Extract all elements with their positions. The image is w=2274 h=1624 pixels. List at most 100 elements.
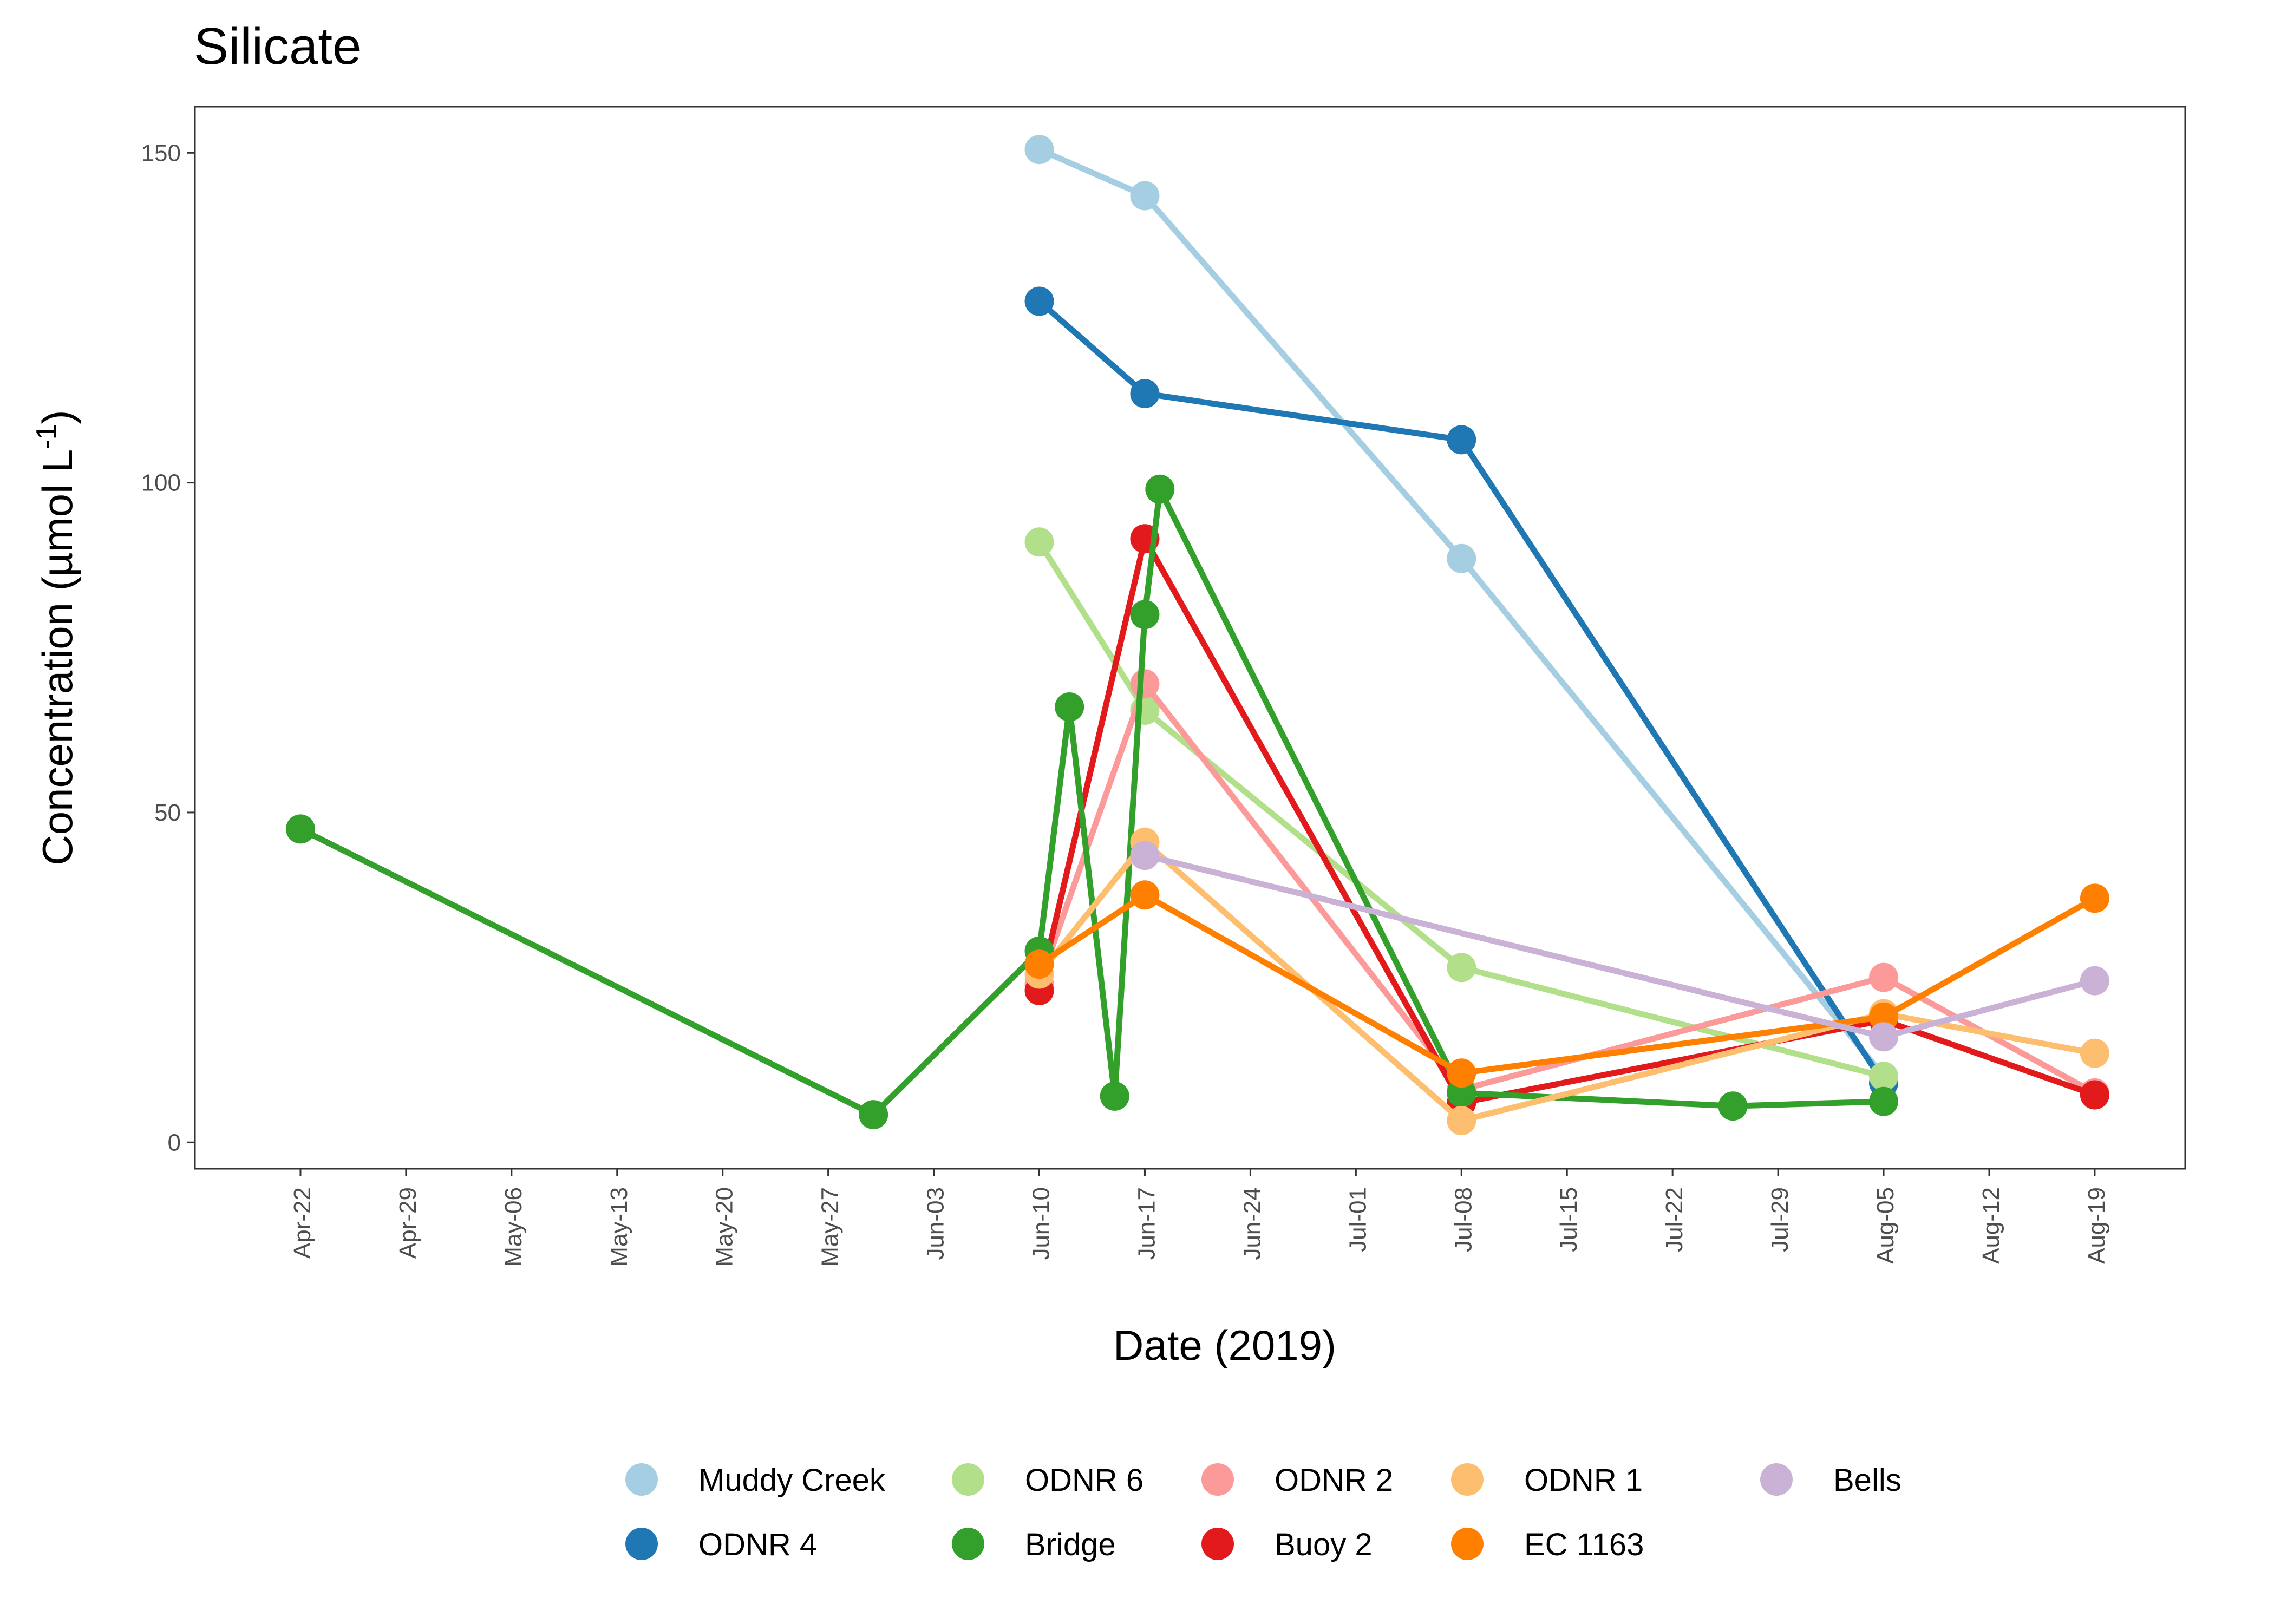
legend-key-bells [1760, 1463, 1793, 1496]
x-tick-label: May-27 [817, 1187, 844, 1267]
data-point-odnr-6 [1447, 953, 1476, 983]
legend-item-muddy-creek: Muddy Creek [625, 1463, 886, 1498]
x-tick-label: May-06 [500, 1187, 527, 1267]
legend-label: EC 1163 [1524, 1527, 1644, 1562]
series-odnr-6 [1024, 527, 1899, 1091]
legend-item-ec-1163: EC 1163 [1451, 1527, 1644, 1562]
x-tick-label: Jul-08 [1450, 1187, 1476, 1252]
data-point-muddy-creek [1447, 543, 1476, 573]
data-point-ec-1163 [1130, 880, 1160, 910]
legend-key-odnr-2 [1201, 1463, 1234, 1496]
y-tick-label: 150 [141, 140, 181, 166]
x-tick-label: May-20 [711, 1187, 738, 1267]
x-tick-label: Jul-29 [1767, 1187, 1793, 1252]
data-point-odnr-4 [1024, 286, 1054, 316]
data-point-ec-1163 [2080, 883, 2109, 913]
chart-title: Silicate [194, 17, 361, 75]
data-point-bridge [1100, 1081, 1129, 1111]
data-point-buoy-2 [2080, 1080, 2109, 1110]
x-tick-label: May-13 [606, 1187, 632, 1267]
data-point-odnr-2 [1130, 669, 1160, 699]
y-axis-title-suffix: ) [34, 410, 81, 424]
y-axis-title-superscript: -1 [31, 424, 62, 449]
legend-label: Muddy Creek [698, 1463, 886, 1498]
legend-label: Buoy 2 [1275, 1527, 1373, 1562]
x-tick-label: Aug-12 [1978, 1187, 2004, 1264]
legend-key-odnr-1 [1451, 1463, 1484, 1496]
plot-panel-border [194, 106, 2186, 1170]
series-line-muddy-creek [1036, 146, 1887, 1079]
x-tick-label: Jun-03 [923, 1187, 949, 1260]
data-point-odnr-6 [1024, 527, 1054, 557]
data-point-ec-1163 [1447, 1058, 1476, 1088]
data-point-bridge [1130, 600, 1160, 630]
series-line-odnr-6 [1036, 539, 1887, 1079]
data-point-bells [1130, 841, 1160, 870]
legend-item-odnr-1: ODNR 1 [1451, 1463, 1643, 1498]
y-tick-label: 50 [154, 800, 181, 826]
data-point-muddy-creek [1130, 181, 1160, 211]
legend-item-odnr-4: ODNR 4 [625, 1527, 817, 1562]
data-point-bridge [1869, 1086, 1899, 1116]
x-axis: Apr-22 Apr-29 May-06 May-13 May-20 May-27 Jun-… [289, 1169, 2110, 1267]
data-point-odnr-4 [1130, 379, 1160, 409]
x-tick-label: Jun-10 [1028, 1187, 1055, 1260]
legend-item-odnr-2: ODNR 2 [1201, 1463, 1393, 1498]
series-bridge [285, 474, 1899, 1130]
legend-label: ODNR 2 [1275, 1463, 1393, 1498]
x-tick-label: Aug-19 [2083, 1187, 2110, 1264]
legend-label: Bridge [1025, 1527, 1116, 1562]
series-line-bridge [297, 486, 1887, 1118]
series-line-odnr-4 [1036, 298, 1887, 1086]
data-point-muddy-creek [1024, 135, 1054, 165]
data-point-odnr-4 [1447, 425, 1476, 455]
data-point-bridge [1145, 474, 1175, 504]
legend-label: ODNR 6 [1025, 1463, 1143, 1498]
legend-item-buoy-2: Buoy 2 [1201, 1527, 1373, 1562]
x-tick-label: Jul-01 [1344, 1187, 1371, 1252]
series-layer [285, 135, 2109, 1136]
y-tick-label: 0 [168, 1129, 181, 1156]
x-tick-label: Apr-29 [395, 1187, 421, 1259]
data-point-odnr-1 [1447, 1106, 1476, 1136]
data-point-bells [2080, 966, 2109, 996]
y-axis-title-main: Concentration (µmol L [34, 449, 81, 866]
y-axis: 0 50 100 150 [141, 140, 195, 1156]
x-tick-label: Jul-15 [1556, 1187, 1582, 1252]
x-tick-label: Apr-22 [289, 1187, 316, 1259]
legend-key-bridge [952, 1528, 984, 1560]
legend-key-odnr-6 [952, 1463, 984, 1496]
y-axis-title: Concentration (µmol L-1) [31, 410, 81, 865]
legend-key-odnr-4 [625, 1528, 658, 1560]
legend-label: ODNR 1 [1524, 1463, 1643, 1498]
data-point-odnr-6 [1869, 1062, 1899, 1091]
series-bells [1130, 841, 2109, 1052]
data-point-odnr-2 [1869, 962, 1899, 992]
data-point-odnr-1 [2080, 1038, 2109, 1068]
x-tick-label: Aug-05 [1872, 1187, 1899, 1264]
legend-item-bells: Bells [1760, 1463, 1901, 1498]
data-point-ec-1163 [1024, 949, 1054, 979]
x-axis-title: Date (2019) [1113, 1321, 1336, 1369]
x-tick-label: Jun-24 [1239, 1187, 1265, 1260]
legend-key-buoy-2 [1201, 1528, 1234, 1560]
series-ec-1163 [1024, 880, 2109, 1088]
x-tick-label: Jul-22 [1661, 1187, 1688, 1252]
legend-key-ec-1163 [1451, 1528, 1484, 1560]
legend-item-odnr-6: ODNR 6 [952, 1463, 1143, 1498]
legend: Muddy Creek ODNR 4 ODNR 6 Bridge ODNR 2 Buoy … [625, 1463, 1901, 1562]
x-tick-label: Jun-17 [1133, 1187, 1160, 1260]
legend-label: Bells [1833, 1463, 1901, 1498]
legend-key-muddy-creek [625, 1463, 658, 1496]
data-point-bridge [1055, 692, 1084, 722]
y-tick-label: 100 [141, 470, 181, 496]
legend-label: ODNR 4 [698, 1527, 817, 1562]
data-point-bridge [285, 814, 315, 844]
data-point-bridge [1718, 1091, 1748, 1121]
legend-item-bridge: Bridge [952, 1527, 1116, 1562]
data-point-bells [1869, 1022, 1899, 1052]
data-point-bridge [859, 1100, 888, 1130]
